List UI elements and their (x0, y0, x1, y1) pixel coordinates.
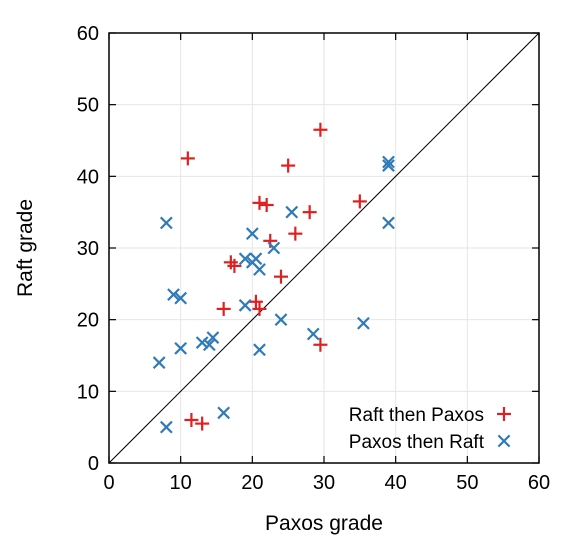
data-point (195, 416, 210, 431)
data-point (281, 158, 296, 173)
data-point (274, 313, 288, 327)
x-tick-label: 30 (313, 472, 335, 494)
data-point (253, 263, 266, 276)
data-point (238, 252, 252, 266)
data-point (259, 198, 274, 212)
data-point (352, 194, 367, 209)
x-tick-label: 10 (170, 472, 192, 494)
data-point (382, 155, 395, 169)
data-point (174, 291, 188, 305)
data-point (274, 269, 288, 284)
legend-marker (497, 407, 511, 421)
data-point (245, 227, 259, 241)
data-point (184, 413, 199, 427)
data-point (382, 159, 395, 172)
y-tick-label: 50 (77, 95, 99, 117)
data-point (238, 298, 252, 312)
data-point (357, 316, 370, 330)
data-point (174, 341, 188, 355)
x-tick-label: 0 (103, 472, 114, 494)
x-tick-label: 60 (528, 472, 550, 494)
y-tick-label: 20 (77, 310, 99, 332)
y-tick-label: 10 (77, 381, 99, 403)
x-axis-title: Paxos grade (265, 512, 383, 535)
data-point (206, 331, 220, 344)
x-tick-label: 20 (241, 472, 263, 494)
data-point (288, 226, 303, 241)
data-point (152, 356, 166, 370)
series-paxos-then-raft (152, 155, 395, 434)
data-point (306, 327, 320, 341)
data-point (267, 241, 281, 255)
legend: Raft then Paxos Paxos then Raft (349, 405, 511, 453)
y-tick-label: 0 (88, 453, 99, 475)
data-point (227, 258, 242, 273)
data-point (252, 301, 267, 316)
data-point (195, 336, 209, 349)
data-point (302, 205, 317, 220)
legend-label: Paxos then Raft (349, 432, 485, 453)
data-point (180, 151, 195, 166)
data-point (285, 205, 299, 219)
series-raft-then-paxos (180, 122, 367, 431)
y-axis-title: Raft grade (14, 199, 37, 297)
data-point (252, 195, 267, 210)
data-point (313, 337, 328, 352)
data-point (382, 216, 395, 230)
data-point (248, 294, 263, 309)
legend-marker (497, 434, 511, 448)
y-tick-label: 60 (77, 23, 99, 45)
data-point (216, 301, 231, 316)
x-tick-label: 50 (456, 472, 478, 494)
data-point (202, 338, 216, 352)
data-point (167, 288, 180, 301)
data-point (253, 343, 266, 357)
data-point (217, 406, 231, 420)
data-point (159, 216, 173, 230)
data-point (313, 122, 328, 137)
legend-label: Raft then Paxos (349, 405, 484, 426)
diagonal-line (108, 32, 540, 464)
data-point (159, 420, 173, 434)
x-tick-label: 40 (385, 472, 407, 494)
y-tick-label: 30 (77, 238, 99, 260)
y-tick-label: 40 (77, 166, 99, 188)
